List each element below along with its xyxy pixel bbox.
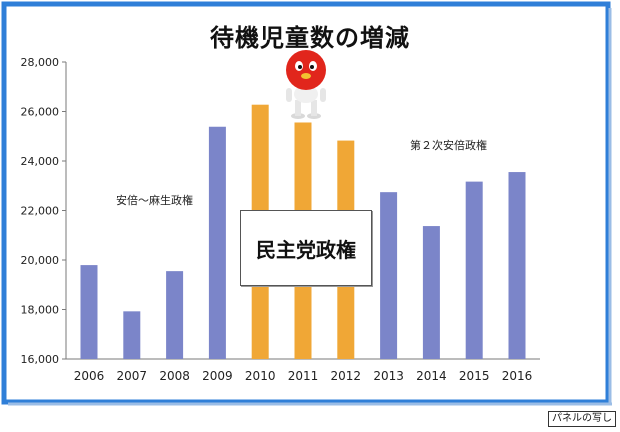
- x-tick-label: 2014: [416, 369, 447, 383]
- y-tick-label: 18,000: [21, 304, 60, 317]
- chart-title: 待機児童数の増減: [210, 24, 410, 52]
- mascot-pupil-left: [298, 65, 302, 69]
- bar-2016: [508, 172, 526, 359]
- mascot-leg-left: [295, 100, 301, 116]
- y-tick-label: 24,000: [21, 155, 60, 168]
- y-tick-label: 28,000: [21, 56, 60, 69]
- y-tick-label: 16,000: [21, 353, 60, 366]
- annotation-abe-aso: 安倍〜麻生政権: [116, 194, 193, 207]
- bar-2009: [208, 126, 226, 359]
- x-tick-label: 2007: [117, 369, 148, 383]
- y-ticks: 16,000 18,000 20,000 22,000 24,000 26,000 28,0…: [21, 56, 66, 366]
- x-tick-label: 2016: [502, 369, 533, 383]
- y-tick-label: 26,000: [21, 106, 60, 119]
- x-tick-label: 2013: [373, 369, 404, 383]
- x-tick-label: 2011: [288, 369, 319, 383]
- mascot-arm-left: [286, 88, 292, 102]
- mascot-head: [286, 50, 326, 90]
- x-tick-label: 2006: [74, 369, 105, 383]
- mascot-body: [294, 85, 318, 103]
- x-tick-label: 2009: [202, 369, 233, 383]
- y-tick-label: 20,000: [21, 254, 60, 267]
- bar-2006: [80, 265, 98, 359]
- mascot-leg-right: [311, 100, 317, 116]
- bar-2008: [166, 271, 184, 359]
- x-tick-label: 2010: [245, 369, 276, 383]
- red-ball-mascot-icon: [286, 50, 326, 119]
- y-tick-label: 22,000: [21, 205, 60, 218]
- bar-2013: [380, 192, 398, 359]
- bar-2014: [422, 226, 440, 359]
- annotation-dpj-box: 民主党政権: [240, 210, 372, 286]
- x-tick-label: 2012: [331, 369, 362, 383]
- mascot-arm-right: [320, 88, 326, 102]
- panel-caption: パネルの写し: [548, 411, 616, 427]
- x-tick-labels: 2006 2007 2008 2009 2010 2011 2012 2013 2014 2015…: [74, 369, 533, 383]
- x-tick-label: 2008: [159, 369, 190, 383]
- bar-2007: [123, 311, 141, 359]
- annotation-abe-second: 第２次安倍政権: [410, 139, 487, 152]
- bars: [80, 104, 526, 359]
- mascot-pupil-right: [310, 65, 314, 69]
- annotation-dpj-label: 民主党政権: [256, 237, 356, 262]
- x-tick-label: 2015: [459, 369, 490, 383]
- bar-2015: [465, 181, 483, 359]
- mascot-beak: [301, 73, 311, 79]
